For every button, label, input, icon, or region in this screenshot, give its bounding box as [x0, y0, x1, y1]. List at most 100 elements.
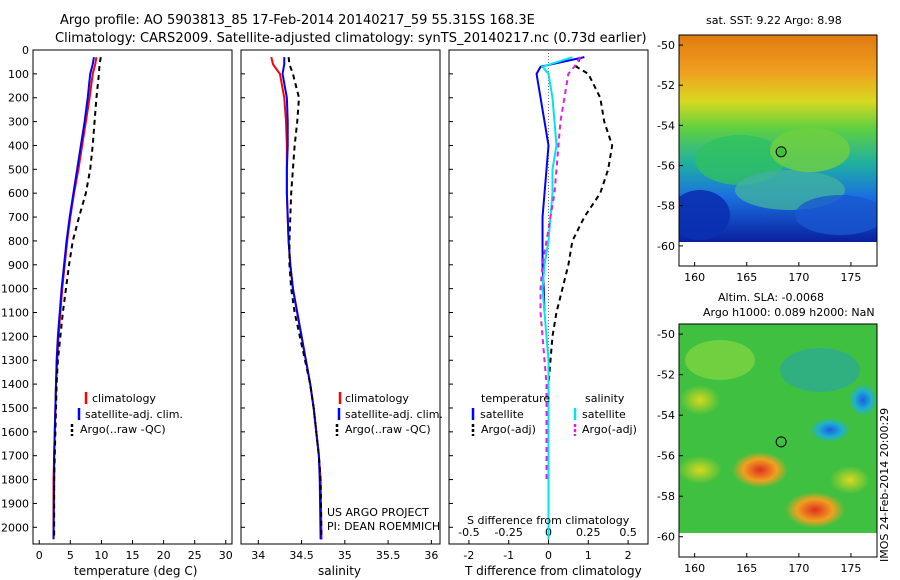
map-y-tick-label: -50 — [657, 328, 675, 341]
series-line-salinity-satellite — [540, 56, 573, 540]
temperature-panel: 0100200300400500600700800900100011001200… — [1, 44, 233, 578]
sst-map-frame — [678, 34, 878, 267]
x-tick-label: 5 — [67, 549, 74, 562]
sla-map-panel: Altim. SLA: -0.0068 Argo h1000: 0.089 h2… — [657, 291, 878, 575]
temperature-depth-ticks: 0 100 200 300 400 500 600 700 800 900 1000 1100 1200… — [1, 44, 29, 534]
imos-timestamp-label: IMOS 24-Feb-2014 20:00:29 — [878, 408, 891, 562]
temperature-x-label: temperature (deg C) — [74, 564, 197, 578]
series-line-salinity-argo-adj- — [539, 56, 582, 480]
depth-tick-label: 200 — [8, 92, 29, 105]
map-x-tick-label: 175 — [840, 271, 861, 284]
pi-annotation: PI: DEAN ROEMMICH — [327, 520, 440, 533]
legend-salinity-title: salinity — [585, 392, 625, 405]
sst-map-panel: sat. SST: 9.22 Argo: 8.98 160 165 170 175 -5… — [657, 14, 878, 284]
map-y-tick-label: -52 — [657, 79, 675, 92]
difference-x-ticks: -2 -1 0 1 2-0.5 -0.25 0 0.25 0.5 — [458, 526, 637, 562]
difference-top-label: S difference from climatology — [467, 514, 630, 527]
map-y-tick-label: -54 — [657, 409, 675, 422]
map-y-tick-label: -56 — [657, 450, 675, 463]
legend-satellite-label: satellite-adj. clim. — [345, 408, 443, 421]
depth-tick-label: 1600 — [1, 426, 29, 439]
x-tick-label: 0 — [36, 549, 43, 562]
sla-profile-marker — [775, 436, 787, 448]
map-y-tick-label: -60 — [657, 531, 675, 544]
legend-t-argo-label: Argo(-adj) — [481, 423, 536, 436]
depth-tick-label: 400 — [8, 139, 29, 152]
series-line-temperature-satellite — [535, 56, 585, 313]
salinity-axes-frame — [240, 49, 441, 545]
map-x-tick-label: 165 — [736, 562, 757, 575]
legend-climatology-label: climatology — [92, 392, 156, 405]
sla-map-title-line2: Argo h1000: 0.089 h2000: NaN — [703, 306, 875, 319]
depth-tick-label: 2000 — [1, 521, 29, 534]
x-tick-label: -2 — [463, 549, 474, 562]
legend-temperature-title: temperature — [481, 392, 550, 405]
legend-argo-label: Argo(..raw -QC) — [80, 423, 166, 436]
sla-map-nodata — [680, 533, 876, 556]
depth-tick-label: 1300 — [1, 354, 29, 367]
map-x-tick-label: 170 — [788, 271, 809, 284]
x-tick-label: 35 — [338, 549, 352, 562]
depth-tick-label: 1800 — [1, 474, 29, 487]
x-tick-label: 36 — [424, 549, 438, 562]
legend-s-argo-label: Argo(-adj) — [582, 423, 637, 436]
legend-argo-label: Argo(..raw -QC) — [345, 423, 431, 436]
sst-map-ticks: 160 165 170 175 -50 -52 -54 -56 -58 -60 — [657, 39, 861, 284]
x-tick-label: -1 — [503, 549, 514, 562]
x-tick-label: 25 — [188, 549, 202, 562]
depth-tick-label: 300 — [8, 116, 29, 129]
salinity-panel: 34 34.5 35 35.5 36 salinity climatology sate… — [240, 49, 443, 578]
depth-tick-label: 1700 — [1, 450, 29, 463]
x-tick-label: 10 — [94, 549, 108, 562]
legend-t-satellite-label: satellite — [480, 408, 524, 421]
difference-lines — [449, 49, 614, 540]
series-line-argo-raw-qc- — [287, 57, 323, 540]
s-tick-label: 0.5 — [619, 526, 637, 539]
series-line-temperature-argo-adj- — [547, 56, 614, 540]
s-tick-label: -0.25 — [494, 526, 522, 539]
sst-map-title: sat. SST: 9.22 Argo: 8.98 — [706, 14, 842, 27]
depth-tick-label: 500 — [8, 163, 29, 176]
s-tick-label: -0.5 — [458, 526, 479, 539]
map-x-tick-label: 160 — [684, 271, 705, 284]
x-tick-label: 0 — [545, 549, 552, 562]
map-x-tick-label: 175 — [840, 562, 861, 575]
map-x-tick-label: 165 — [736, 271, 757, 284]
salinity-legend: climatology satellite-adj. clim. Argo(..… — [335, 392, 443, 436]
x-tick-label: 34 — [251, 549, 265, 562]
figure-title-line2: Climatology: CARS2009. Satellite-adjuste… — [55, 31, 647, 46]
temperature-x-ticks: 0 5 10 15 20 25 30 — [36, 540, 233, 562]
temperature-lines — [33, 49, 102, 540]
map-y-tick-label: -54 — [657, 119, 675, 132]
s-tick-label: 0.25 — [576, 526, 601, 539]
depth-tick-label: 800 — [8, 235, 29, 248]
depth-tick-label: 1400 — [1, 378, 29, 391]
legend-s-satellite-label: satellite — [582, 408, 626, 421]
depth-tick-label: 600 — [8, 187, 29, 200]
map-y-tick-label: -52 — [657, 369, 675, 382]
map-x-tick-label: 170 — [788, 562, 809, 575]
x-tick-label: 20 — [157, 549, 171, 562]
depth-tick-label: 1500 — [1, 402, 29, 415]
map-y-tick-label: -58 — [657, 200, 675, 213]
depth-tick-label: 0 — [22, 44, 29, 57]
sla-map-ticks: 160 165 170 175 -50 -52 -54 -56 -58 -60 — [657, 328, 861, 575]
sst-map-nodata — [680, 242, 876, 265]
depth-tick-label: 700 — [8, 211, 29, 224]
temperature-legend: climatology satellite-adj. clim. Argo(..… — [70, 392, 183, 436]
x-tick-label: 2 — [625, 549, 632, 562]
series-line-satellite-adj-clim- — [281, 57, 322, 540]
sla-heatmap — [679, 324, 877, 533]
depth-tick-label: 1100 — [1, 307, 29, 320]
x-tick-label: 35.5 — [376, 549, 401, 562]
map-y-tick-label: -60 — [657, 240, 675, 253]
depth-tick-label: 1900 — [1, 497, 29, 510]
difference-legend: temperature satellite Argo(-adj) salinit… — [471, 392, 637, 436]
depth-tick-label: 900 — [8, 259, 29, 272]
map-x-tick-label: 160 — [684, 562, 705, 575]
sla-map-title-line1: Altim. SLA: -0.0068 — [718, 291, 824, 304]
x-tick-label: 30 — [219, 549, 233, 562]
salinity-lines — [241, 49, 323, 540]
project-annotation: US ARGO PROJECT — [327, 506, 429, 519]
